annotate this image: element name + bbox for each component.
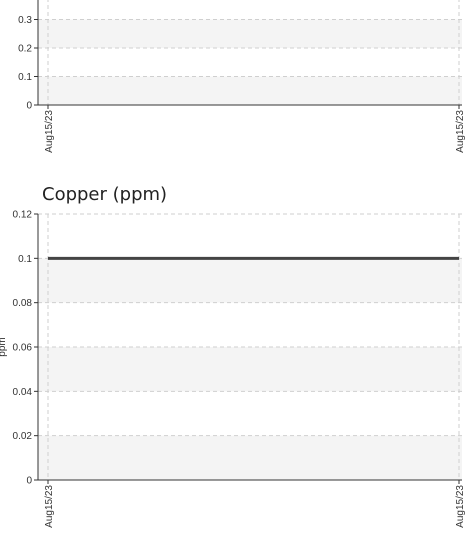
grid-band — [38, 435, 462, 480]
y-tick-label: 0.04 — [13, 387, 33, 398]
y-tick-label: 0.2 — [18, 44, 32, 55]
y-tick-label: 0.1 — [18, 254, 32, 265]
y-tick-label: 0 — [26, 101, 32, 112]
chart-2: Copper (ppm) 0 0.02 0.04 0.06 0.08 0.1 0.12 Aug1… — [0, 184, 466, 528]
grid-band — [38, 347, 462, 392]
chart-title: Copper (ppm) — [42, 184, 167, 205]
x-tick-label: Aug15/23 — [44, 110, 55, 153]
y-tick-label: 0.02 — [13, 431, 33, 442]
x-tick-label: Aug15/23 — [455, 485, 466, 528]
y-tick-label: 0 — [26, 476, 32, 487]
y-tick-label: 0.08 — [13, 298, 33, 309]
x-tick-label: Aug15/23 — [455, 110, 466, 153]
grid-band — [38, 76, 462, 105]
x-tick-label: Aug15/23 — [44, 485, 55, 528]
grid-band — [38, 258, 462, 303]
y-tick-label: 0.1 — [18, 72, 32, 83]
y-tick-label: 0.3 — [18, 15, 32, 26]
grid-band — [38, 19, 462, 48]
y-tick-label: 0.12 — [13, 210, 33, 221]
y-tick-label: 0.06 — [13, 343, 33, 354]
y-axis-label: ppm — [0, 337, 8, 356]
